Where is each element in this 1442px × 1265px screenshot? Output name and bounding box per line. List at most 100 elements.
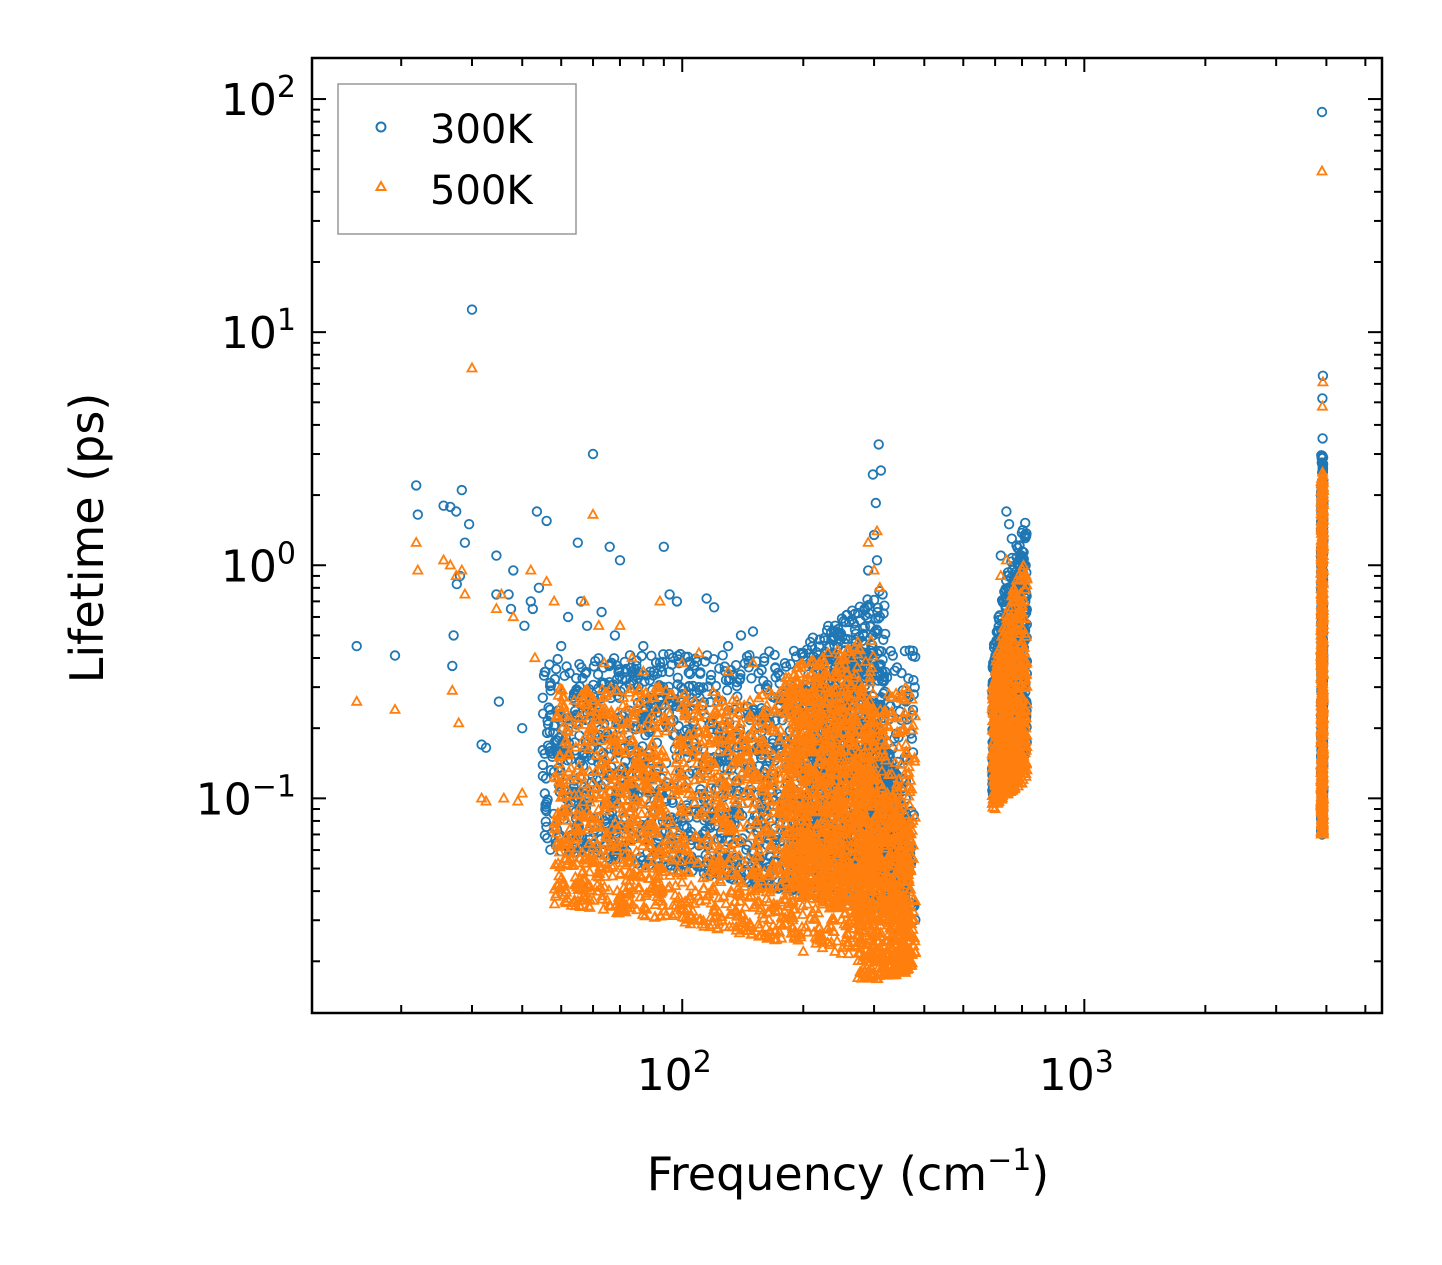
- point-500k: [830, 683, 843, 694]
- point-300k: [562, 611, 574, 623]
- point-300k: [770, 662, 781, 673]
- point-500k: [706, 918, 719, 929]
- point-300k: [559, 670, 570, 682]
- point-500k: [683, 782, 696, 794]
- point-300k: [588, 661, 600, 672]
- point-500k: [903, 753, 916, 764]
- point-500k: [734, 808, 747, 820]
- point-300k: [480, 742, 492, 753]
- point-300k: [545, 685, 556, 696]
- point-500k: [701, 793, 714, 805]
- point-500k: [659, 697, 672, 709]
- point-300k: [456, 484, 468, 496]
- point-300k: [868, 594, 880, 606]
- point-500k: [579, 785, 592, 796]
- point-500k: [686, 789, 699, 800]
- point-500k: [696, 696, 709, 708]
- point-500k: [627, 776, 640, 788]
- point-300k: [608, 813, 619, 825]
- point-300k: [908, 675, 919, 686]
- point-300k: [581, 666, 592, 678]
- point-500k: [561, 857, 574, 869]
- point-500k: [809, 912, 822, 924]
- point-300k: [741, 844, 752, 855]
- point-300k: [451, 506, 462, 517]
- point-300k: [677, 688, 688, 700]
- point-500k: [797, 780, 810, 792]
- point-500k: [892, 740, 905, 752]
- point-300k: [577, 750, 588, 761]
- point-500k: [627, 711, 640, 723]
- point-500k: [638, 721, 651, 732]
- point-300k: [871, 555, 883, 566]
- point-500k: [875, 733, 888, 745]
- point-500k: [599, 768, 612, 780]
- point-500k: [642, 744, 655, 756]
- point-300k: [539, 748, 550, 759]
- point-300k: [542, 833, 553, 844]
- point-300k: [873, 613, 884, 624]
- point-300k: [527, 603, 539, 615]
- point-300k: [870, 497, 882, 509]
- point-300k: [678, 820, 690, 832]
- point-500k: [568, 788, 581, 800]
- point-500k: [736, 797, 749, 808]
- point-300k: [553, 732, 565, 744]
- point-500k: [753, 741, 766, 752]
- point-300k: [539, 788, 551, 799]
- point-300k: [537, 692, 549, 704]
- point-300k: [814, 634, 826, 645]
- point-300k: [876, 666, 888, 677]
- point-500k: [745, 829, 758, 841]
- point-300k: [604, 541, 615, 553]
- point-500k: [635, 807, 648, 818]
- point-300k: [561, 661, 572, 672]
- point-500k: [697, 734, 710, 746]
- point-300k: [505, 603, 517, 615]
- point-500k: [715, 771, 728, 783]
- point-500k: [615, 793, 628, 804]
- point-300k: [587, 448, 599, 460]
- point-300k: [666, 659, 678, 670]
- point-500k: [624, 805, 637, 816]
- point-300k: [626, 666, 638, 677]
- point-300k: [863, 565, 874, 576]
- point-300k: [459, 537, 471, 548]
- point-500k: [576, 864, 590, 876]
- point-500k: [549, 858, 562, 870]
- point-300k: [705, 669, 717, 681]
- point-300k: [624, 650, 636, 661]
- point-300k: [540, 666, 551, 678]
- point-300k: [891, 662, 903, 673]
- point-300k: [739, 658, 751, 669]
- point-300k: [859, 621, 871, 632]
- point-500k: [577, 795, 590, 806]
- point-300k: [540, 816, 552, 827]
- point-300k: [574, 755, 586, 767]
- point-300k: [614, 664, 625, 675]
- point-300k: [758, 656, 770, 667]
- point-300k: [463, 519, 475, 530]
- point-500k: [704, 920, 717, 932]
- point-300k: [654, 657, 666, 668]
- point-500k: [582, 725, 595, 737]
- point-300k: [454, 570, 466, 582]
- point-300k: [644, 675, 655, 686]
- point-300k: [735, 673, 746, 684]
- point-500k: [768, 702, 781, 713]
- point-500k: [905, 704, 918, 716]
- point-300k: [608, 653, 620, 664]
- series-500k: [350, 164, 1330, 984]
- point-300k: [813, 641, 825, 652]
- point-500k: [630, 845, 643, 856]
- point-500k: [626, 897, 639, 909]
- point-500k: [649, 898, 662, 909]
- point-300k: [779, 658, 791, 669]
- point-500k: [691, 709, 704, 720]
- point-500k: [758, 766, 771, 778]
- point-300k: [541, 515, 552, 527]
- plot-area: [350, 106, 1330, 984]
- point-500k: [734, 834, 747, 845]
- point-300k: [533, 582, 545, 594]
